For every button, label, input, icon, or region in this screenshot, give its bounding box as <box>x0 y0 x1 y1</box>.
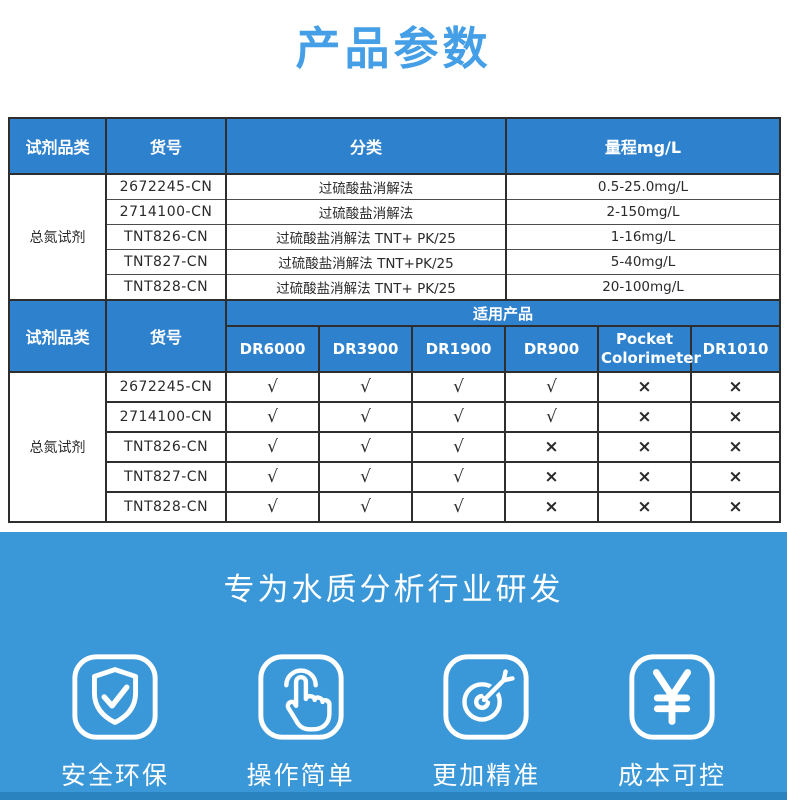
feature-label: 成本可控 <box>617 761 726 790</box>
spec-code-cell: TNT826-CN <box>105 224 227 250</box>
feature-safety: 安全环保 <box>36 650 194 792</box>
product-header-dr6000: DR6000 <box>225 325 320 373</box>
compat-mark: × <box>689 401 782 433</box>
compat-mark: √ <box>225 431 320 463</box>
compat-mark: √ <box>318 461 413 493</box>
spec-category-cell: 总氮试剂 <box>8 173 107 301</box>
feature-easy-operation: 操作简单 <box>222 650 380 792</box>
compat-mark: × <box>689 491 782 523</box>
compat-code-cell: TNT828-CN <box>105 491 227 523</box>
compat-mark: √ <box>225 371 320 403</box>
compat-header-code: 货号 <box>105 299 227 373</box>
feature-label: 操作简单 <box>246 761 355 790</box>
compat-mark: × <box>597 401 692 433</box>
spec-range-cell: 20-100mg/L <box>505 274 781 301</box>
spec-method-cell: 过硫酸盐消解法 TNT+ PK/25 <box>225 224 507 250</box>
product-header-dr1010: DR1010 <box>689 325 782 373</box>
compat-mark: × <box>597 371 692 403</box>
feature-cost-control: 成本可控 <box>593 650 751 792</box>
feature-list: 安全环保 操作简单 更加精准 <box>0 650 787 792</box>
compat-header-products-group: 适用产品 <box>224 299 782 327</box>
compat-row: TNT826-CN √ √ √ × × × <box>9 431 782 463</box>
compat-mark: √ <box>318 431 413 463</box>
compat-mark: √ <box>318 371 413 403</box>
compat-code-cell: 2672245-CN <box>105 371 227 403</box>
spec-range-cell: 1-16mg/L <box>505 224 781 250</box>
spec-row: TNT828-CN 过硫酸盐消解法 TNT+ PK/25 20-100mg/L <box>9 274 781 301</box>
spec-method-cell: 过硫酸盐消解法 TNT+ PK/25 <box>225 274 507 301</box>
spec-code-cell: TNT827-CN <box>105 249 227 275</box>
compat-row: TNT827-CN √ √ √ × × × <box>9 461 782 493</box>
compat-code-cell: TNT827-CN <box>105 461 227 493</box>
spec-row: TNT827-CN 过硫酸盐消解法 TNT+PK/25 5-40mg/L <box>9 249 781 275</box>
spec-range-cell: 2-150mg/L <box>505 199 781 225</box>
tap-hand-icon <box>258 654 344 740</box>
compat-mark: × <box>504 491 599 523</box>
spec-row: TNT826-CN 过硫酸盐消解法 TNT+ PK/25 1-16mg/L <box>9 224 781 250</box>
compat-header-category: 试剂品类 <box>8 299 107 373</box>
compat-mark: √ <box>225 461 320 493</box>
compat-mark: √ <box>411 491 506 523</box>
compat-mark: √ <box>411 401 506 433</box>
compat-mark: × <box>597 491 692 523</box>
spec-header-category: 试剂品类 <box>8 117 107 175</box>
feature-label: 安全环保 <box>60 761 169 790</box>
compat-mark: × <box>504 461 599 493</box>
bottom-strip <box>0 792 787 800</box>
compat-code-cell: TNT826-CN <box>105 431 227 463</box>
shield-check-icon <box>72 654 158 740</box>
product-header-pocket-colorimeter: Pocket Colorimeter <box>597 325 701 373</box>
spec-header-method: 分类 <box>225 117 507 175</box>
promo-banner: 专为水质分析行业研发 安全环保 操作简单 <box>0 532 787 800</box>
compat-mark: √ <box>318 401 413 433</box>
compatibility-table: 试剂品类 货号 适用产品 DR6000 DR3900 DR1900 DR900 … <box>8 299 782 523</box>
page-title: 产品参数 <box>295 22 492 75</box>
target-dart-icon <box>443 654 529 740</box>
compat-mark: × <box>689 371 782 403</box>
compat-mark: × <box>689 431 782 463</box>
compat-mark: × <box>597 461 692 493</box>
compat-category-cell: 总氮试剂 <box>8 371 107 523</box>
compat-row: 2714100-CN √ √ √ √ × × <box>9 401 782 433</box>
compat-mark: √ <box>318 491 413 523</box>
product-header-dr3900: DR3900 <box>318 325 413 373</box>
feature-precision: 更加精准 <box>407 650 565 792</box>
compat-mark: √ <box>225 491 320 523</box>
spec-header-code: 货号 <box>105 117 227 175</box>
compat-code-cell: 2714100-CN <box>105 401 227 433</box>
spec-code-cell: 2714100-CN <box>105 199 227 225</box>
product-header-dr900: DR900 <box>504 325 599 373</box>
spec-method-cell: 过硫酸盐消解法 <box>225 173 507 200</box>
compat-row: TNT828-CN √ √ √ × × × <box>9 491 782 523</box>
spec-header-range: 量程mg/L <box>505 117 781 175</box>
spec-code-cell: 2672245-CN <box>105 173 227 200</box>
spec-method-cell: 过硫酸盐消解法 TNT+PK/25 <box>225 249 507 275</box>
compat-products-row: DR6000 DR3900 DR1900 DR900 Pocket Colori… <box>9 325 782 373</box>
feature-label: 更加精准 <box>432 761 541 790</box>
compat-mark: √ <box>504 401 599 433</box>
compat-mark: √ <box>225 401 320 433</box>
spec-range-cell: 0.5-25.0mg/L <box>505 173 781 200</box>
compat-mark: √ <box>411 461 506 493</box>
product-header-dr1900: DR1900 <box>411 325 506 373</box>
spec-range-cell: 5-40mg/L <box>505 249 781 275</box>
compat-row: 总氮试剂 2672245-CN √ √ √ √ × × <box>8 371 782 523</box>
page-header: 产品参数 <box>0 0 787 117</box>
yuan-icon <box>629 654 715 740</box>
spec-row: 总氮试剂 2672245-CN 过硫酸盐消解法 0.5-25.0mg/L <box>8 173 781 301</box>
compat-mark: √ <box>411 371 506 403</box>
compat-mark: × <box>689 461 782 493</box>
promo-heading: 专为水质分析行业研发 <box>223 572 564 608</box>
compat-mark: × <box>597 431 692 463</box>
compat-mark: √ <box>504 371 599 403</box>
compat-mark: √ <box>411 431 506 463</box>
spec-method-cell: 过硫酸盐消解法 <box>225 199 507 225</box>
compat-header-row: 试剂品类 货号 适用产品 <box>8 299 782 373</box>
compat-mark: × <box>504 431 599 463</box>
spec-row: 2714100-CN 过硫酸盐消解法 2-150mg/L <box>9 199 781 225</box>
spec-table: 试剂品类 货号 分类 量程mg/L 总氮试剂 2672245-CN 过硫酸盐消解… <box>8 117 781 301</box>
spec-code-cell: TNT828-CN <box>105 274 227 301</box>
spec-table-header-row: 试剂品类 货号 分类 量程mg/L <box>8 117 781 175</box>
